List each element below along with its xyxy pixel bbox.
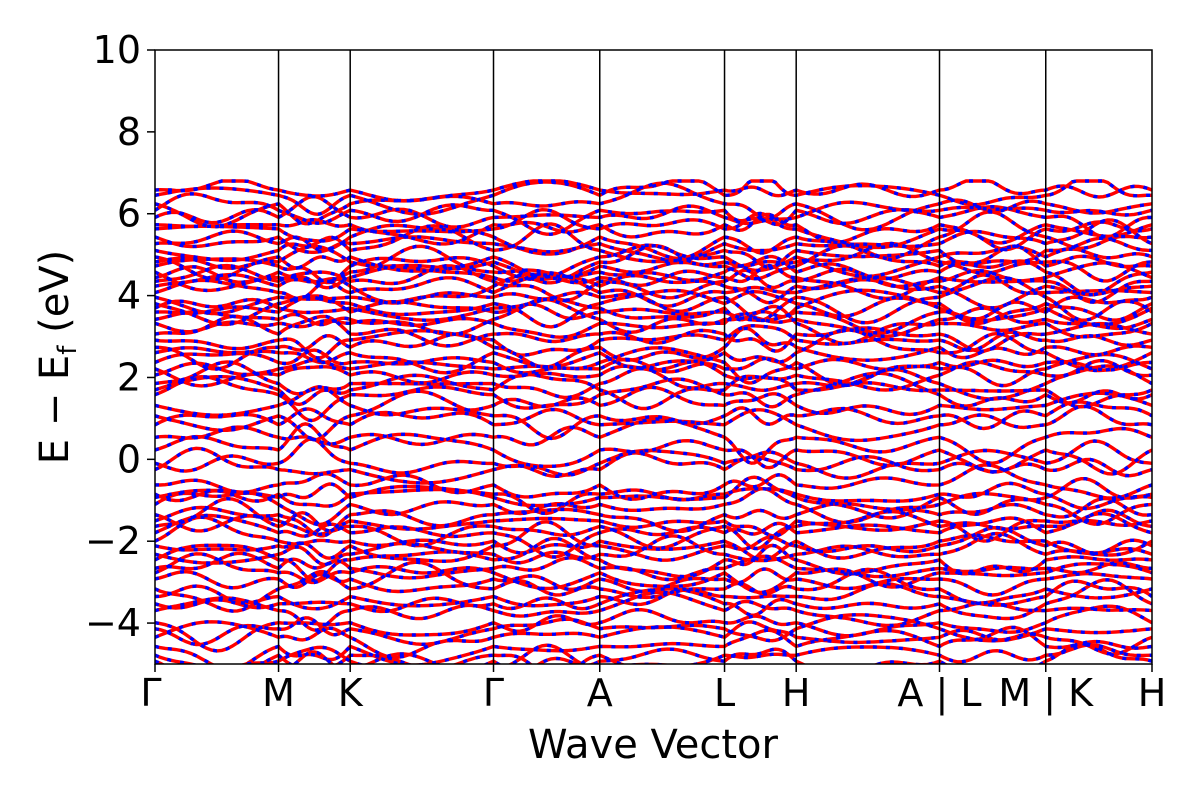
- y-axis-title-main: E − E: [32, 355, 78, 465]
- band-line-spin-down: [155, 360, 1152, 401]
- band-line-spin-down: [155, 515, 1152, 562]
- band-line-spin-down: [155, 496, 1152, 551]
- band-line-spin-down: [155, 590, 1152, 632]
- x-tick-label: H: [1138, 671, 1167, 715]
- band-line-spin-down: [155, 192, 1152, 236]
- x-tick-label: M: [262, 671, 295, 715]
- band-line-spin-down: [155, 567, 1152, 597]
- x-tick-label: A | L: [897, 671, 981, 716]
- band-line-spin-down: [155, 578, 1152, 621]
- band-line-spin-down: [155, 244, 1152, 285]
- band-line-spin-down: [155, 404, 1152, 443]
- band-line-spin-down: [155, 604, 1152, 653]
- band-line-spin-down: [155, 218, 1152, 263]
- band-line-spin-down: [155, 389, 1152, 442]
- y-tick-label: −2: [85, 519, 141, 563]
- band-line-spin-down: [155, 613, 1152, 647]
- y-axis: −4 −2 0 2 4 6 8 10: [85, 28, 155, 645]
- band-line-spin-down: [155, 531, 1152, 567]
- band-line-spin-down: [155, 372, 1152, 411]
- band-line-spin-down: [155, 294, 1152, 335]
- band-line-spin-down: [155, 511, 1152, 559]
- band-line-spin-down: [155, 261, 1152, 301]
- band-line-spin-down: [155, 422, 1152, 476]
- band-line-spin-down: [155, 552, 1152, 595]
- band-line-spin-down: [155, 314, 1152, 354]
- x-axis-title: Wave Vector: [528, 722, 779, 768]
- band-line-spin-down: [155, 446, 1152, 485]
- band-line-spin-down: [155, 263, 1152, 304]
- x-tick-label: H: [782, 671, 811, 715]
- band-line-spin-down: [155, 324, 1152, 360]
- band-line-spin-down: [155, 385, 1152, 417]
- band-line-spin-down: [155, 181, 1152, 232]
- band-line-spin-down: [155, 207, 1152, 252]
- y-tick-label: 10: [93, 28, 141, 72]
- y-axis-title-subscript: f: [53, 345, 83, 355]
- plot-frame: [154, 49, 1153, 665]
- x-tick-label: L: [714, 671, 735, 715]
- band-line-spin-down: [155, 359, 1152, 392]
- band-line-spin-down: [155, 625, 1152, 664]
- band-line-spin-up: [155, 243, 1152, 281]
- x-tick-label: A: [587, 671, 613, 715]
- band-line-spin-down: [155, 536, 1152, 583]
- band-line-spin-down: [155, 551, 1152, 582]
- band-line-spin-up: [155, 643, 1152, 664]
- y-axis-title: E − Ef (eV): [32, 250, 83, 465]
- x-tick-label: M | K: [998, 671, 1094, 716]
- y-axis-title-unit: (eV): [32, 250, 78, 346]
- band-line-spin-up: [155, 463, 1152, 501]
- y-tick-label: 4: [117, 274, 141, 318]
- y-tick-label: −4: [85, 601, 141, 645]
- band-line-spin-up: [155, 222, 1152, 270]
- y-tick-label: 6: [117, 192, 141, 236]
- x-tick-label: Γ: [140, 671, 161, 715]
- y-tick-label: 2: [117, 355, 141, 399]
- band-line-spin-down: [155, 486, 1152, 527]
- band-line-spin-down: [155, 272, 1152, 310]
- band-line-spin-up: [155, 641, 1152, 664]
- y-tick-label: 8: [117, 110, 141, 154]
- band-line-spin-down: [155, 271, 1152, 308]
- high-symmetry-lines: [277, 50, 1047, 664]
- band-line-spin-up: [155, 328, 1152, 375]
- x-tick-label: Γ: [483, 671, 504, 715]
- band-line-spin-down: [155, 194, 1152, 239]
- band-line-spin-down: [155, 212, 1152, 246]
- band-line-spin-down: [155, 346, 1152, 388]
- band-line-spin-down: [155, 496, 1152, 538]
- x-tick-label: K: [338, 671, 364, 715]
- y-tick-label: 0: [117, 437, 141, 481]
- band-line-spin-up: [292, 643, 674, 664]
- band-line-spin-down: [155, 297, 1152, 339]
- band-line-spin-down: [155, 475, 1152, 520]
- band-line-spin-down: [155, 560, 1152, 613]
- band-line-spin-up: [155, 244, 1152, 297]
- band-lines: [155, 179, 1152, 664]
